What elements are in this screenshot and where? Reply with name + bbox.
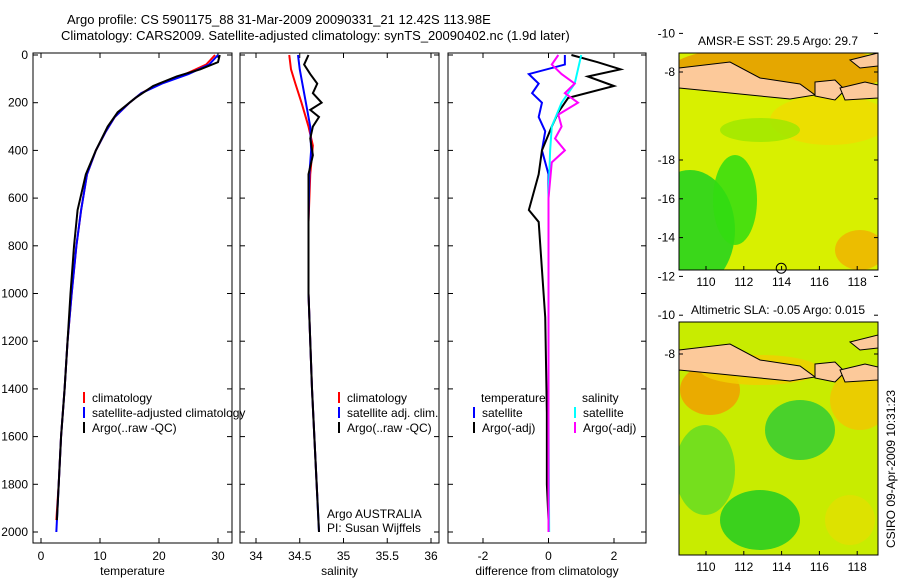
map-field-patch bbox=[679, 425, 735, 515]
lat-tick-label: -18 bbox=[658, 153, 676, 167]
lon-tick-label: 118 bbox=[848, 275, 867, 289]
y-tick-label: 1600 bbox=[1, 430, 28, 444]
land-islands bbox=[848, 53, 878, 69]
x-tick-label: 2 bbox=[611, 549, 618, 563]
x-tick-label: -2 bbox=[478, 549, 489, 563]
x-tick-label: 35.5 bbox=[376, 549, 400, 563]
land-islands bbox=[848, 334, 878, 351]
legend-label: Argo(-adj) bbox=[482, 421, 535, 435]
x-tick-label: 34.5 bbox=[288, 549, 312, 563]
x-axis-label: salinity bbox=[321, 564, 358, 578]
map-sla-map bbox=[679, 322, 878, 555]
figure-title-line1: Argo profile: CS 5901175_88 31-Mar-2009 … bbox=[67, 12, 491, 27]
x-tick-label: 34 bbox=[249, 549, 263, 563]
lat-tick-label: -8 bbox=[664, 347, 675, 361]
land-java bbox=[679, 61, 817, 100]
y-tick-label: 0 bbox=[21, 48, 28, 62]
y-tick-label: 400 bbox=[8, 143, 28, 157]
land-java bbox=[679, 343, 817, 382]
legend-label: satellite-adjusted climatology bbox=[92, 406, 245, 420]
argo-position-marker bbox=[775, 262, 787, 274]
map-sst-map bbox=[679, 53, 878, 270]
legend-label: satellite bbox=[583, 406, 624, 420]
legend-label: Argo(-adj) bbox=[583, 421, 636, 435]
lat-tick-label: -16 bbox=[658, 192, 676, 206]
series-line-argo-raw-qc- bbox=[55, 54, 221, 521]
series-line-salinity-satellite bbox=[547, 54, 583, 533]
legend-label: satellite bbox=[482, 406, 523, 420]
y-tick-label: 1400 bbox=[1, 382, 28, 396]
map-title: AMSR-E SST: 29.5 Argo: 29.7 bbox=[698, 34, 858, 48]
legend-label: Argo(..raw -QC) bbox=[92, 421, 177, 435]
lat-tick-label: -10 bbox=[658, 308, 676, 322]
x-tick-label: 20 bbox=[152, 549, 166, 563]
x-tick-label: 10 bbox=[93, 549, 107, 563]
lon-tick-label: 112 bbox=[734, 275, 753, 289]
plot-frame-salinity bbox=[239, 52, 440, 544]
series-line-salinity-argo-adj- bbox=[547, 54, 580, 532]
map-field-patch bbox=[720, 490, 800, 550]
annotation-line: Argo AUSTRALIA bbox=[327, 507, 422, 521]
legend-header: salinity bbox=[582, 391, 619, 405]
timestamp-label: CSIRO 09-Apr-2009 10:31:23 bbox=[884, 389, 898, 548]
land-bali bbox=[814, 79, 846, 101]
series-line-temperature-argo-adj- bbox=[527, 54, 625, 521]
annotation-line: PI: Susan Wijffels bbox=[327, 521, 421, 535]
legend-label: climatology bbox=[92, 391, 152, 405]
land-bali bbox=[814, 361, 846, 383]
series-line-climatology bbox=[55, 54, 216, 521]
map-field-patch bbox=[830, 370, 878, 430]
y-tick-label: 1800 bbox=[1, 477, 28, 491]
land-lombok bbox=[839, 363, 878, 383]
y-tick-label: 1200 bbox=[1, 334, 28, 348]
x-tick-label: 0 bbox=[545, 549, 552, 563]
lon-tick-label: 116 bbox=[810, 560, 829, 574]
x-axis-label: temperature bbox=[100, 564, 165, 578]
x-tick-label: 36 bbox=[424, 549, 438, 563]
legend-label: satellite adj. clim. bbox=[347, 406, 438, 420]
lon-tick-label: 118 bbox=[848, 560, 867, 574]
series-line-satellite-adjusted-climatology bbox=[55, 54, 219, 533]
map-field-patch bbox=[720, 118, 800, 142]
lon-tick-label: 116 bbox=[810, 275, 829, 289]
plot-frame-difference bbox=[447, 52, 647, 544]
lon-tick-label: 112 bbox=[734, 560, 753, 574]
figure-title-line2: Climatology: CARS2009. Satellite-adjuste… bbox=[61, 28, 570, 43]
map-frame bbox=[678, 52, 879, 271]
plot-frame-temperature bbox=[32, 52, 233, 544]
series-line-argo-raw-qc- bbox=[302, 54, 324, 533]
lat-tick-label: -12 bbox=[658, 269, 676, 283]
lon-tick-label: 114 bbox=[772, 275, 791, 289]
x-axis-label: difference from climatology bbox=[475, 564, 618, 578]
lon-tick-label: 110 bbox=[696, 275, 715, 289]
lat-tick-label: -10 bbox=[658, 26, 676, 40]
y-tick-label: 2000 bbox=[1, 525, 28, 539]
land-lombok bbox=[839, 81, 878, 101]
legend-label: climatology bbox=[347, 391, 407, 405]
lon-tick-label: 114 bbox=[772, 560, 791, 574]
lat-tick-label: -8 bbox=[664, 65, 675, 79]
map-field-patch bbox=[835, 230, 878, 270]
lon-tick-label: 110 bbox=[696, 560, 715, 574]
lat-tick-label: -14 bbox=[658, 231, 676, 245]
y-tick-label: 800 bbox=[8, 239, 28, 253]
y-tick-label: 600 bbox=[8, 191, 28, 205]
map-title: Altimetric SLA: -0.05 Argo: 0.015 bbox=[691, 303, 865, 317]
x-tick-label: 0 bbox=[38, 549, 45, 563]
map-frame bbox=[678, 321, 879, 556]
y-tick-label: 1000 bbox=[1, 287, 28, 301]
map-field-patch bbox=[713, 155, 757, 245]
x-tick-label: 30 bbox=[211, 549, 225, 563]
lat-tick-label: -12 bbox=[658, 0, 676, 2]
map-field-patch bbox=[765, 400, 835, 460]
legend-header: temperature bbox=[481, 391, 546, 405]
legend-label: Argo(..raw -QC) bbox=[347, 421, 432, 435]
map-field-patch bbox=[825, 495, 875, 545]
x-tick-label: 35 bbox=[337, 549, 351, 563]
y-tick-label: 200 bbox=[8, 96, 28, 110]
